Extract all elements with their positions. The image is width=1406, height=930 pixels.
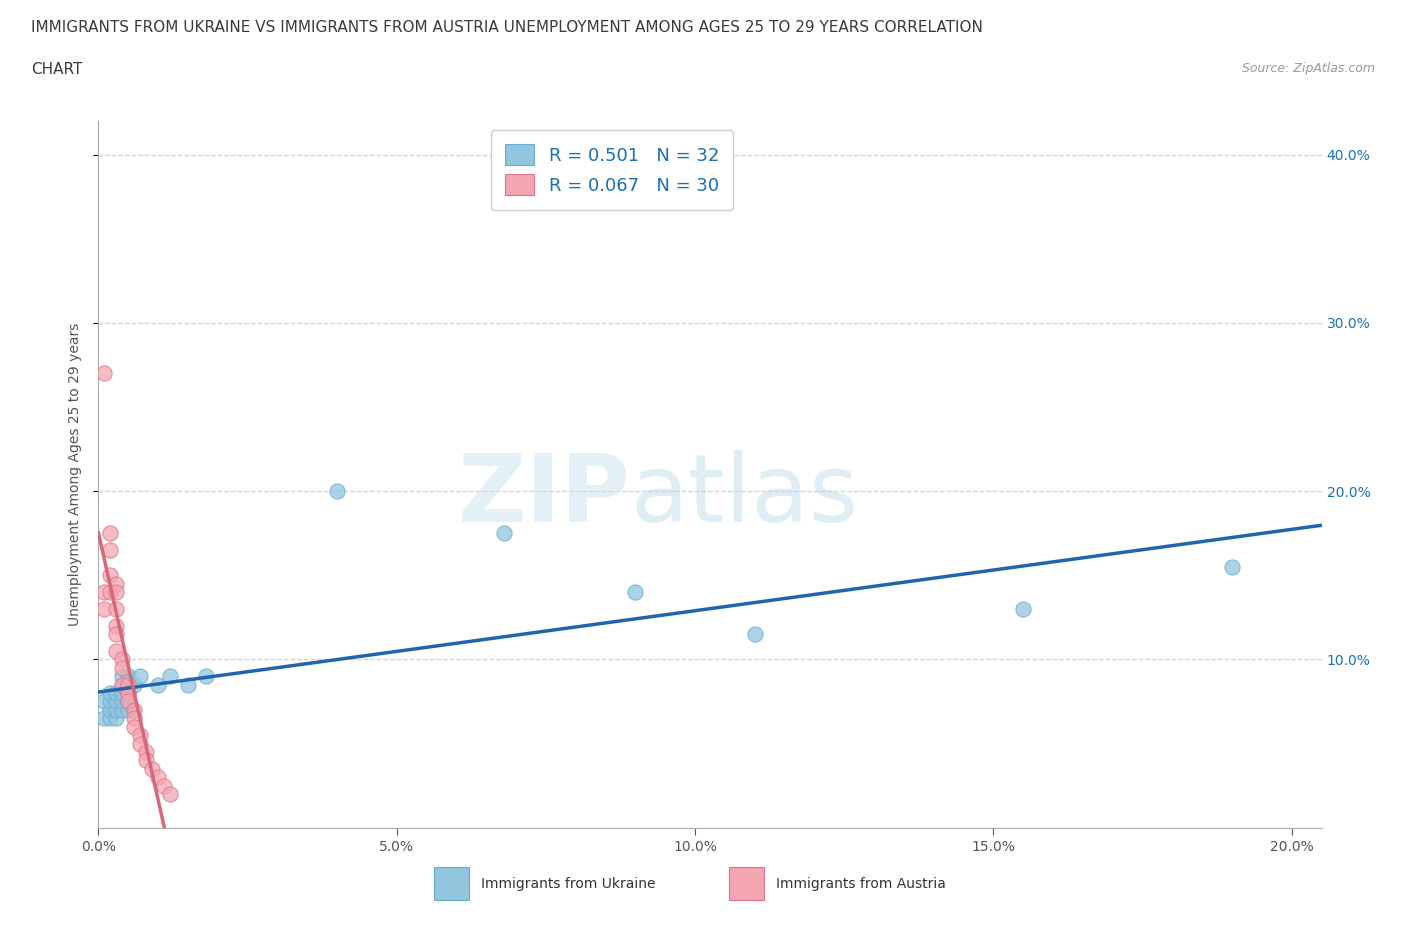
Point (194, 669, 217, 684)
Point (117, 694, 139, 709)
Text: Immigrants from Austria: Immigrants from Austria (776, 876, 946, 891)
Point (105, 711, 128, 725)
Point (98, 694, 121, 709)
Point (744, 627, 766, 642)
Point (117, 685, 139, 700)
Text: ZIP: ZIP (457, 449, 630, 541)
Point (105, 585, 128, 600)
Point (117, 694, 139, 709)
Point (129, 727, 152, 742)
Point (146, 677, 169, 692)
Point (93, 602, 115, 617)
Point (111, 669, 134, 684)
Point (129, 737, 152, 751)
Text: CHART: CHART (31, 62, 83, 77)
Point (105, 702, 128, 717)
Point (111, 660, 134, 675)
Point (111, 702, 134, 717)
Point (146, 770, 169, 785)
Point (111, 677, 134, 692)
Point (93, 711, 115, 725)
Point (98, 702, 121, 717)
Point (122, 702, 145, 717)
Point (111, 652, 134, 667)
Point (105, 618, 128, 633)
Point (135, 745, 157, 760)
Point (105, 685, 128, 700)
Point (105, 644, 128, 658)
Point (141, 762, 163, 777)
Point (159, 787, 181, 802)
Point (105, 627, 128, 642)
Text: atlas: atlas (630, 449, 859, 541)
Point (135, 753, 157, 768)
Point (117, 669, 139, 684)
Point (122, 677, 145, 692)
Point (111, 694, 134, 709)
Text: IMMIGRANTS FROM UKRAINE VS IMMIGRANTS FROM AUSTRIA UNEMPLOYMENT AMONG AGES 25 TO: IMMIGRANTS FROM UKRAINE VS IMMIGRANTS FR… (31, 20, 983, 35)
Point (93, 694, 115, 709)
Point (122, 719, 145, 734)
Text: Immigrants from Ukraine: Immigrants from Ukraine (481, 876, 655, 891)
Point (98, 568, 121, 583)
Point (129, 669, 152, 684)
Point (117, 685, 139, 700)
Point (1220, 560, 1243, 575)
Point (93, 365, 115, 380)
Point (117, 677, 139, 692)
Y-axis label: Unemployment Among Ages 25 to 29 years: Unemployment Among Ages 25 to 29 years (69, 323, 83, 626)
Point (98, 585, 121, 600)
Point (1012, 602, 1035, 617)
Point (122, 711, 145, 725)
Point (111, 677, 134, 692)
Point (93, 585, 115, 600)
Point (105, 602, 128, 617)
Point (117, 702, 139, 717)
Point (98, 525, 121, 540)
Point (98, 711, 121, 725)
Point (105, 577, 128, 591)
Point (111, 685, 134, 700)
Point (494, 525, 516, 540)
FancyBboxPatch shape (433, 867, 470, 900)
Point (98, 685, 121, 700)
Legend: R = 0.501   N = 32, R = 0.067   N = 30: R = 0.501 N = 32, R = 0.067 N = 30 (491, 130, 734, 209)
Point (177, 677, 200, 692)
Point (159, 669, 181, 684)
Point (117, 677, 139, 692)
Point (326, 484, 349, 498)
Point (105, 694, 128, 709)
Point (153, 778, 176, 793)
FancyBboxPatch shape (728, 867, 765, 900)
Point (624, 585, 647, 600)
Text: Source: ZipAtlas.com: Source: ZipAtlas.com (1241, 62, 1375, 75)
Point (98, 542, 121, 557)
